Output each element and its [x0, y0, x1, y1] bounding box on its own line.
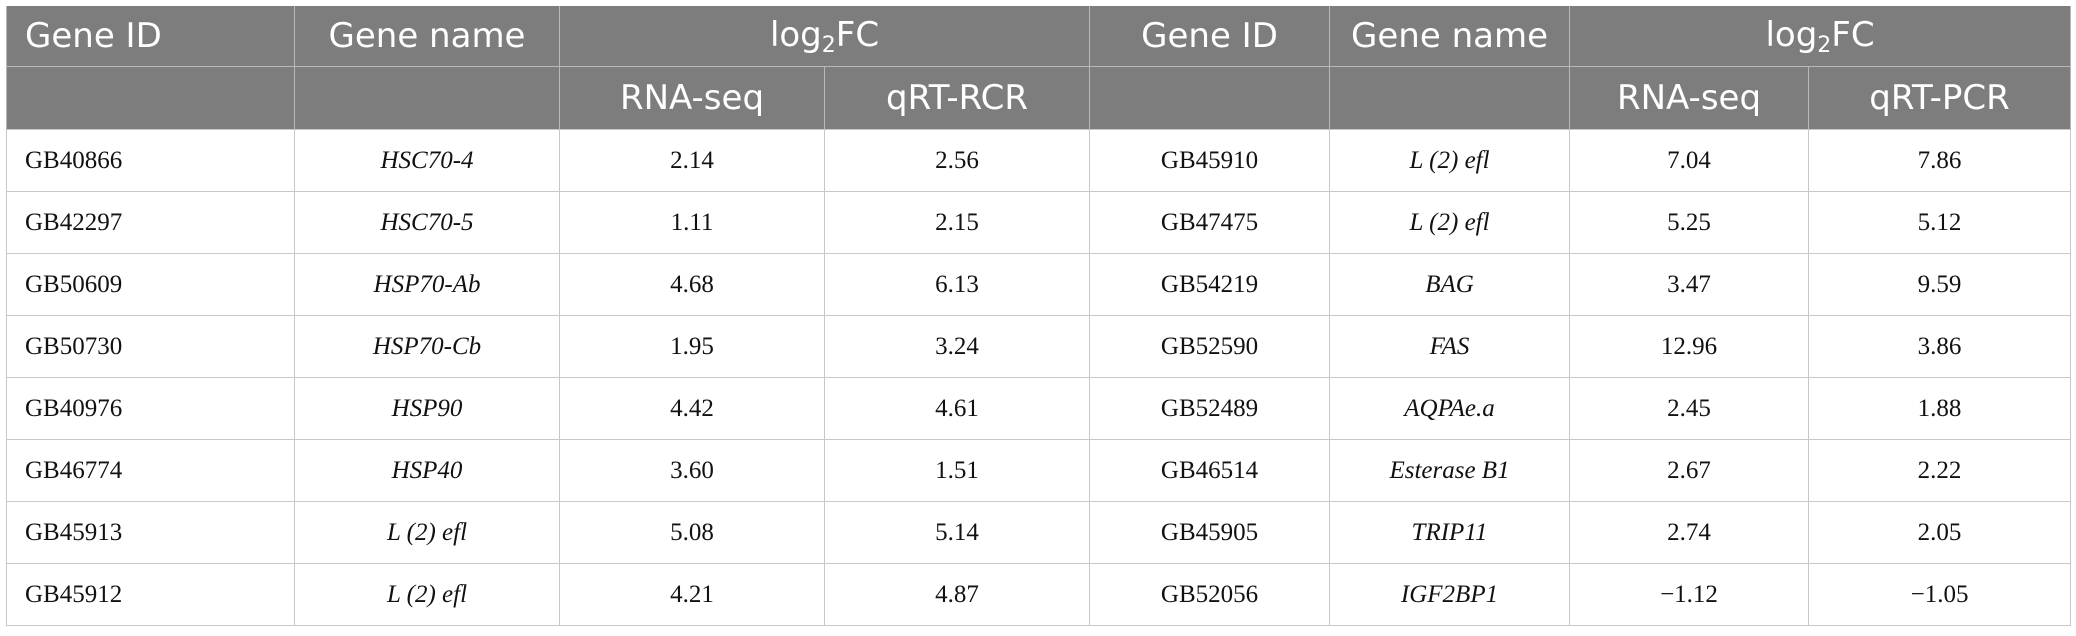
qrt-left: 6.13 [823, 253, 1091, 316]
log2fc-left-suffix: FC [835, 14, 880, 55]
header-log2fc-right: log2FC [1569, 6, 2072, 67]
header-row-top: Gene ID Gene name log2FC Gene ID Gene na… [6, 6, 2072, 67]
log2fc-left-prefix: log [769, 14, 822, 55]
rna-seq-left: 2.14 [559, 129, 825, 192]
gene-name-right: L (2) efl [1329, 129, 1571, 192]
rna-seq-left: 4.42 [559, 377, 825, 440]
gene-name-left: HSP40 [294, 439, 560, 502]
log2fc-left-subscript: 2 [821, 32, 836, 58]
header-empty-4 [1329, 66, 1571, 130]
gene-id-right: GB45910 [1089, 129, 1331, 192]
rna-seq-right: 5.25 [1569, 191, 1810, 254]
qrt-left: 4.87 [823, 563, 1091, 626]
header-rna-seq-right: RNA-seq [1569, 66, 1810, 130]
gene-id-left: GB40976 [6, 377, 295, 440]
log2fc-right-suffix: FC [1831, 14, 1875, 55]
rna-seq-right: 2.45 [1569, 377, 1810, 440]
qrt-right: 1.88 [1808, 377, 2072, 440]
qrt-left: 2.56 [823, 129, 1091, 192]
gene-id-right: GB52489 [1089, 377, 1331, 440]
table-row: GB40866 HSC70-4 2.14 2.56 GB45910 L (2) … [6, 129, 2072, 192]
header-empty-1 [6, 66, 295, 130]
table-row: GB45913 L (2) efl 5.08 5.14 GB45905 TRIP… [6, 501, 2072, 564]
rna-seq-left: 4.21 [559, 563, 825, 626]
header-empty-3 [1089, 66, 1331, 130]
gene-name-right: BAG [1329, 253, 1571, 316]
qrt-right: 5.12 [1808, 191, 2072, 254]
gene-id-right: GB52056 [1089, 563, 1331, 626]
gene-id-left: GB50609 [6, 253, 295, 316]
header-rna-seq-left: RNA-seq [559, 66, 825, 130]
gene-expression-table: Gene ID Gene name log2FC Gene ID Gene na… [6, 6, 2072, 626]
table-row: GB40976 HSP90 4.42 4.61 GB52489 AQPAe.a … [6, 377, 2072, 440]
rna-seq-right: 7.04 [1569, 129, 1810, 192]
gene-id-left: GB50730 [6, 315, 295, 378]
header-gene-name-right: Gene name [1329, 6, 1571, 67]
table-row: GB46774 HSP40 3.60 1.51 GB46514 Esterase… [6, 439, 2072, 502]
qrt-left: 5.14 [823, 501, 1091, 564]
rna-seq-left: 5.08 [559, 501, 825, 564]
gene-name-right: L (2) efl [1329, 191, 1571, 254]
qrt-right: 2.22 [1808, 439, 2072, 502]
gene-id-right: GB52590 [1089, 315, 1331, 378]
header-qrt-left: qRT-RCR [823, 66, 1091, 130]
gene-name-right: AQPAe.a [1329, 377, 1571, 440]
rna-seq-left: 3.60 [559, 439, 825, 502]
gene-name-left: L (2) efl [294, 563, 560, 626]
gene-id-left: GB46774 [6, 439, 295, 502]
table-row: GB50730 HSP70-Cb 1.95 3.24 GB52590 FAS 1… [6, 315, 2072, 378]
log2fc-right-prefix: log [1765, 14, 1818, 55]
header-gene-id-right: Gene ID [1089, 6, 1331, 67]
qrt-left: 3.24 [823, 315, 1091, 378]
header-row-sub: RNA-seq qRT-RCR RNA-seq qRT-PCR [6, 66, 2072, 130]
rna-seq-right: 2.67 [1569, 439, 1810, 502]
qrt-right: −1.05 [1808, 563, 2072, 626]
gene-name-right: FAS [1329, 315, 1571, 378]
gene-name-left: HSP70-Ab [294, 253, 560, 316]
table-row: GB42297 HSC70-5 1.11 2.15 GB47475 L (2) … [6, 191, 2072, 254]
gene-id-left: GB45913 [6, 501, 295, 564]
gene-name-right: IGF2BP1 [1329, 563, 1571, 626]
header-empty-2 [294, 66, 560, 130]
rna-seq-left: 4.68 [559, 253, 825, 316]
gene-name-left: HSP70-Cb [294, 315, 560, 378]
header-gene-name-left: Gene name [294, 6, 560, 67]
table-row: GB45912 L (2) efl 4.21 4.87 GB52056 IGF2… [6, 563, 2072, 626]
qrt-right: 9.59 [1808, 253, 2072, 316]
rna-seq-right: 12.96 [1569, 315, 1810, 378]
qrt-left: 1.51 [823, 439, 1091, 502]
rna-seq-left: 1.95 [559, 315, 825, 378]
header-log2fc-left: log2FC [558, 6, 1091, 67]
gene-name-left: HSP90 [294, 377, 560, 440]
gene-expression-table-wrapper: Gene ID Gene name log2FC Gene ID Gene na… [6, 6, 2072, 626]
rna-seq-left: 1.11 [559, 191, 825, 254]
rna-seq-right: 3.47 [1569, 253, 1810, 316]
log2fc-right-subscript: 2 [1817, 32, 1832, 58]
gene-id-left: GB40866 [6, 129, 295, 192]
header-qrt-right: qRT-PCR [1808, 66, 2072, 130]
qrt-left: 4.61 [823, 377, 1091, 440]
gene-name-left: HSC70-5 [294, 191, 560, 254]
qrt-right: 7.86 [1808, 129, 2072, 192]
gene-id-right: GB47475 [1089, 191, 1331, 254]
header-gene-id-left: Gene ID [6, 6, 295, 67]
qrt-left: 2.15 [823, 191, 1091, 254]
gene-name-left: L (2) efl [294, 501, 560, 564]
qrt-right: 3.86 [1808, 315, 2072, 378]
table-header: Gene ID Gene name log2FC Gene ID Gene na… [6, 6, 2072, 130]
gene-id-right: GB45905 [1089, 501, 1331, 564]
gene-name-right: TRIP11 [1329, 501, 1571, 564]
rna-seq-right: −1.12 [1569, 563, 1810, 626]
gene-id-left: GB42297 [6, 191, 295, 254]
qrt-right: 2.05 [1808, 501, 2072, 564]
gene-id-left: GB45912 [6, 563, 295, 626]
rna-seq-right: 2.74 [1569, 501, 1810, 564]
table-row: GB50609 HSP70-Ab 4.68 6.13 GB54219 BAG 3… [6, 253, 2072, 316]
gene-name-right: Esterase B1 [1329, 439, 1571, 502]
gene-name-left: HSC70-4 [294, 129, 560, 192]
table-body: GB40866 HSC70-4 2.14 2.56 GB45910 L (2) … [6, 129, 2072, 626]
gene-id-right: GB46514 [1089, 439, 1331, 502]
gene-id-right: GB54219 [1089, 253, 1331, 316]
